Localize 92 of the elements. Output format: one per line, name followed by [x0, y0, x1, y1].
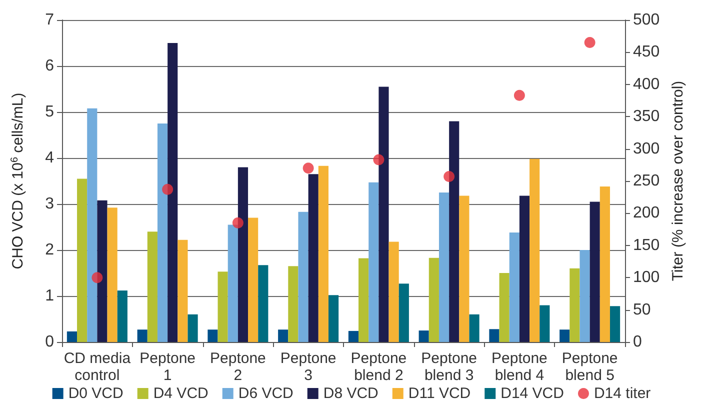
- bar: [489, 329, 500, 342]
- legend-label: D14 titer: [594, 385, 651, 402]
- bar: [278, 330, 288, 342]
- bar: [358, 258, 369, 342]
- point: [373, 154, 384, 166]
- y2-tick-label: 100: [633, 269, 660, 286]
- y-axis-title: CHO VCD (x 106 cells/mL): [10, 92, 26, 270]
- x-tick-label: Peptone blend 5: [562, 350, 618, 384]
- x-tick-label: CD media control: [64, 350, 132, 384]
- bar: [238, 167, 248, 342]
- bar: [368, 182, 379, 342]
- bar: [348, 330, 359, 342]
- y2-tick-label: 500: [633, 12, 660, 28]
- bar: [398, 284, 409, 342]
- y2-tick-label: 300: [633, 140, 660, 158]
- y2-tick-label: 450: [633, 44, 660, 61]
- legend-label: D14 VCD: [500, 385, 564, 402]
- bar: [308, 174, 318, 342]
- bar: [288, 266, 298, 342]
- bar: [418, 330, 429, 342]
- point: [444, 170, 455, 182]
- y-tick-label: 6: [45, 58, 54, 74]
- bar: [560, 330, 570, 342]
- bar: [178, 240, 188, 342]
- bar: [208, 330, 218, 342]
- bar: [519, 196, 530, 342]
- bar: [248, 218, 258, 342]
- point: [162, 184, 174, 195]
- bar: [378, 86, 389, 342]
- bar: [328, 295, 339, 342]
- legend-label: D4 VCD: [153, 385, 209, 402]
- y2-tick-label: 50: [633, 301, 651, 318]
- x-tick-label: Peptone 1: [140, 350, 196, 384]
- bar: [449, 121, 460, 342]
- bar: [388, 242, 399, 342]
- point: [302, 162, 314, 174]
- bar: [147, 232, 158, 342]
- bar: [228, 224, 238, 342]
- y2-tick-label: 350: [633, 108, 660, 126]
- bar: [77, 178, 88, 342]
- bar: [600, 186, 610, 342]
- point: [232, 217, 244, 228]
- y2-tick-label: 200: [633, 204, 660, 222]
- legend-label: D8 VCD: [323, 385, 379, 402]
- y-tick-label: 7: [45, 12, 54, 28]
- x-tick-label: Peptone blend 4: [491, 350, 548, 384]
- point: [584, 37, 596, 48]
- bar: [580, 250, 590, 342]
- bar: [157, 124, 168, 342]
- y-tick-label: 4: [45, 150, 54, 166]
- bar: [97, 200, 108, 342]
- bar: [66, 331, 78, 342]
- legend-label: D0 VCD: [68, 385, 124, 402]
- bar: [218, 272, 228, 342]
- y2-tick-label: 400: [633, 76, 660, 93]
- y2-axis-title: Titer (% increase over control): [670, 80, 687, 282]
- y2-tick-label: 0: [633, 334, 642, 350]
- y-tick-label: 2: [45, 242, 54, 258]
- bar: [298, 212, 308, 342]
- point: [92, 272, 103, 284]
- bar: [168, 43, 178, 342]
- y-tick-label: 0: [45, 334, 54, 350]
- bar: [540, 305, 550, 342]
- bar: [610, 306, 620, 342]
- y-tick-label: 1: [45, 288, 54, 304]
- bar: [590, 202, 600, 342]
- point: [514, 90, 525, 101]
- x-tick-label: Peptone blend 3: [421, 350, 478, 384]
- legend-label: D11 VCD: [408, 385, 471, 402]
- bar: [258, 265, 268, 342]
- bar: [530, 158, 540, 342]
- bar: [570, 268, 580, 342]
- legend-label: D6 VCD: [238, 385, 294, 402]
- bar: [137, 330, 148, 342]
- bar: [509, 232, 520, 342]
- bar: [499, 273, 510, 342]
- y2-tick-label: 150: [633, 236, 660, 254]
- bar: [107, 208, 118, 342]
- bar: [428, 258, 439, 342]
- x-tick-label: Peptone 3: [280, 350, 336, 384]
- bar: [469, 314, 480, 342]
- x-tick-label: Peptone 2: [210, 350, 266, 384]
- bar: [87, 108, 98, 342]
- bar: [459, 196, 470, 342]
- bar: [318, 166, 328, 342]
- x-tick-label: Peptone blend 2: [350, 350, 407, 384]
- y2-tick-label: 250: [633, 172, 660, 190]
- bar: [188, 314, 198, 342]
- bar: [117, 290, 128, 342]
- y-tick-label: 5: [45, 104, 54, 120]
- bar: [438, 192, 450, 342]
- y-tick-label: 3: [45, 196, 54, 212]
